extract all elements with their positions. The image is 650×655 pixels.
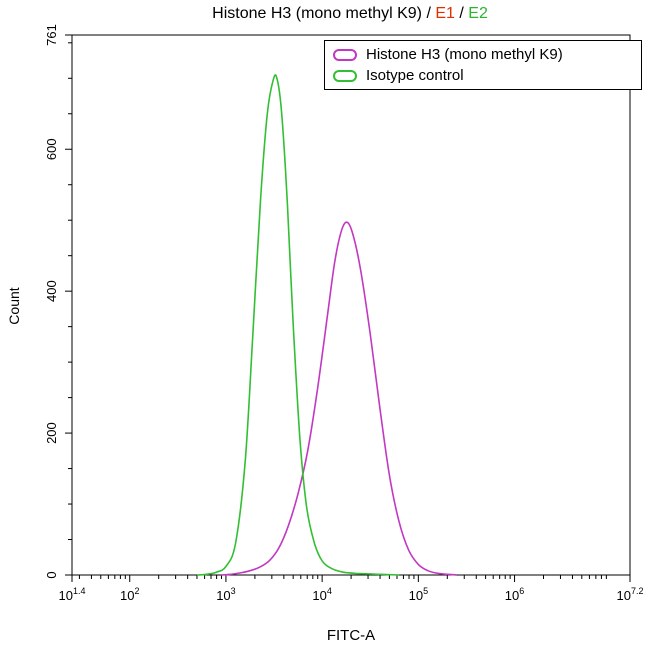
y-axis: 0 200 400 600 761 [44, 24, 72, 579]
title-part-1: E1 [435, 5, 455, 22]
legend: Histone H3 (mono methyl K9) Isotype cont… [324, 40, 642, 90]
y-tick-label: 200 [44, 422, 59, 444]
y-tick-label: 400 [44, 280, 59, 302]
legend-item: Isotype control [333, 67, 633, 84]
legend-swatch-1 [333, 69, 357, 82]
y-tick-label: 0 [44, 571, 59, 578]
y-tick-label: 761 [44, 24, 59, 46]
x-tick-label: 104 [312, 586, 331, 603]
y-tick-label: 600 [44, 138, 59, 160]
legend-label: Histone H3 (mono methyl K9) [366, 46, 563, 63]
x-axis: 101.4 102 103 104 105 106 107.2 [59, 575, 644, 603]
x-tick-label: 102 [120, 586, 139, 603]
series-curves [197, 74, 457, 576]
title-part-0: Histone H3 (mono methyl K9) / [212, 5, 436, 22]
chart-title: Histone H3 (mono methyl K9) / E1 / E2 [70, 5, 630, 23]
curve-1 [197, 74, 400, 576]
x-tick-label: 103 [216, 586, 235, 603]
x-tick-label: 106 [505, 586, 524, 603]
x-tick-label: 105 [409, 586, 428, 603]
title-part-2: / [454, 5, 469, 22]
legend-item: Histone H3 (mono methyl K9) [333, 46, 633, 63]
x-tick-label: 107.2 [617, 586, 644, 603]
y-axis-label: Count [6, 287, 22, 325]
title-part-3: E2 [468, 5, 488, 22]
legend-label: Isotype control [366, 67, 464, 84]
legend-swatch-0 [333, 48, 357, 61]
x-tick-label: 101.4 [59, 586, 86, 603]
x-axis-label: FITC-A [326, 627, 376, 644]
curve-0 [221, 221, 457, 576]
plot-frame [71, 34, 631, 576]
